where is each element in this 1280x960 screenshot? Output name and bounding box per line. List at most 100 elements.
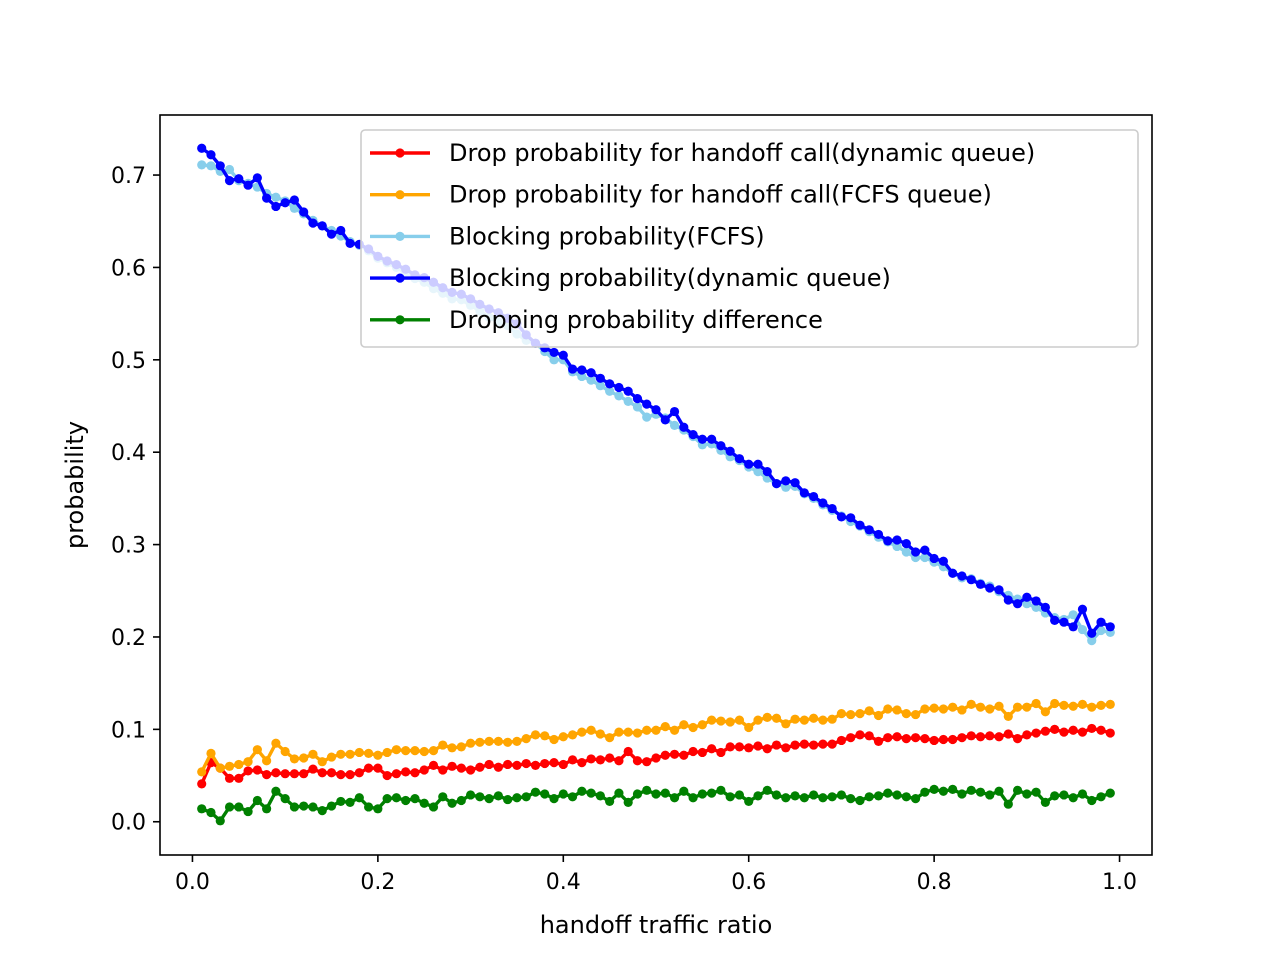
data-point	[373, 804, 383, 814]
data-point	[1040, 602, 1050, 613]
data-point	[197, 767, 207, 777]
legend-marker	[395, 148, 405, 158]
data-point	[1059, 700, 1069, 710]
data-point	[744, 459, 754, 469]
data-point	[391, 769, 402, 779]
data-point	[1096, 725, 1106, 735]
series-1	[197, 698, 1115, 777]
data-point	[243, 806, 253, 817]
data-point	[632, 402, 643, 412]
data-point	[707, 715, 717, 725]
data-point	[224, 175, 235, 186]
data-point	[614, 756, 624, 766]
data-point	[280, 794, 290, 804]
data-point	[197, 804, 207, 814]
data-point	[354, 747, 364, 758]
legend-marker	[395, 315, 405, 325]
data-point	[475, 762, 485, 772]
series-0	[197, 723, 1115, 789]
legend-label: Drop probability for handoff call(FCFS q…	[449, 181, 992, 209]
data-point	[762, 467, 772, 477]
data-point	[660, 750, 670, 760]
data-point	[688, 793, 698, 803]
data-point	[669, 420, 680, 431]
plot-frame	[159, 114, 1153, 856]
data-point	[929, 703, 939, 713]
data-point	[345, 797, 355, 807]
data-point	[873, 736, 884, 746]
data-point	[790, 714, 800, 724]
data-point	[975, 702, 986, 712]
data-point	[651, 725, 661, 735]
data-point	[475, 737, 485, 747]
data-point	[827, 714, 837, 724]
data-point	[975, 732, 986, 742]
x-tick-label: 1.0	[1102, 870, 1137, 895]
data-point	[262, 770, 272, 780]
data-point	[271, 201, 281, 212]
data-point	[364, 763, 374, 773]
data-point	[864, 525, 874, 535]
series-4	[197, 784, 1115, 826]
data-point	[1059, 790, 1069, 800]
data-point	[410, 794, 420, 804]
data-point	[280, 769, 290, 779]
data-point	[697, 720, 707, 730]
legend-marker	[395, 273, 405, 283]
data-point	[345, 749, 355, 759]
data-point	[632, 789, 643, 799]
data-point	[215, 763, 225, 773]
data-point	[605, 379, 615, 389]
data-point	[660, 415, 670, 425]
data-point	[910, 709, 921, 720]
data-point	[512, 736, 522, 746]
data-point	[289, 802, 300, 812]
y-tick-label: 0.2	[111, 626, 146, 651]
data-point	[669, 793, 680, 803]
data-point	[577, 727, 587, 737]
data-point	[707, 744, 717, 754]
data-point	[910, 733, 921, 743]
x-tick-label: 0.0	[175, 870, 210, 895]
data-point	[419, 746, 429, 757]
data-point	[873, 529, 884, 540]
data-point	[679, 786, 689, 796]
data-point	[716, 441, 726, 451]
data-point	[540, 731, 550, 741]
data-point	[271, 786, 281, 796]
data-point	[410, 768, 420, 778]
data-point	[197, 160, 207, 170]
data-point	[632, 728, 643, 738]
data-point	[252, 795, 262, 806]
data-point	[558, 732, 568, 742]
data-point	[549, 347, 559, 358]
data-point	[966, 575, 976, 585]
data-point	[948, 734, 958, 745]
data-point	[771, 479, 782, 489]
data-point	[1096, 700, 1106, 710]
legend-label: Drop probability for handoff call(dynami…	[449, 139, 1035, 167]
data-point	[308, 749, 318, 759]
data-point	[1105, 788, 1115, 798]
data-point	[975, 579, 986, 589]
data-point	[901, 539, 911, 549]
data-point	[1050, 698, 1060, 709]
legend-label: Blocking probability(FCFS)	[449, 222, 765, 250]
data-point	[883, 788, 893, 798]
x-tick-label: 0.6	[731, 870, 766, 895]
data-point	[901, 792, 911, 802]
data-point	[401, 767, 411, 777]
data-point	[326, 752, 337, 762]
data-point	[595, 755, 605, 765]
data-point	[836, 512, 847, 522]
data-point	[809, 740, 819, 750]
data-point	[419, 798, 429, 808]
data-point	[818, 715, 828, 725]
data-point	[994, 786, 1004, 796]
data-point	[289, 769, 300, 779]
data-point	[215, 161, 225, 171]
data-point	[809, 713, 819, 723]
data-point	[762, 712, 772, 722]
data-point	[1003, 729, 1013, 739]
data-point	[336, 749, 346, 759]
